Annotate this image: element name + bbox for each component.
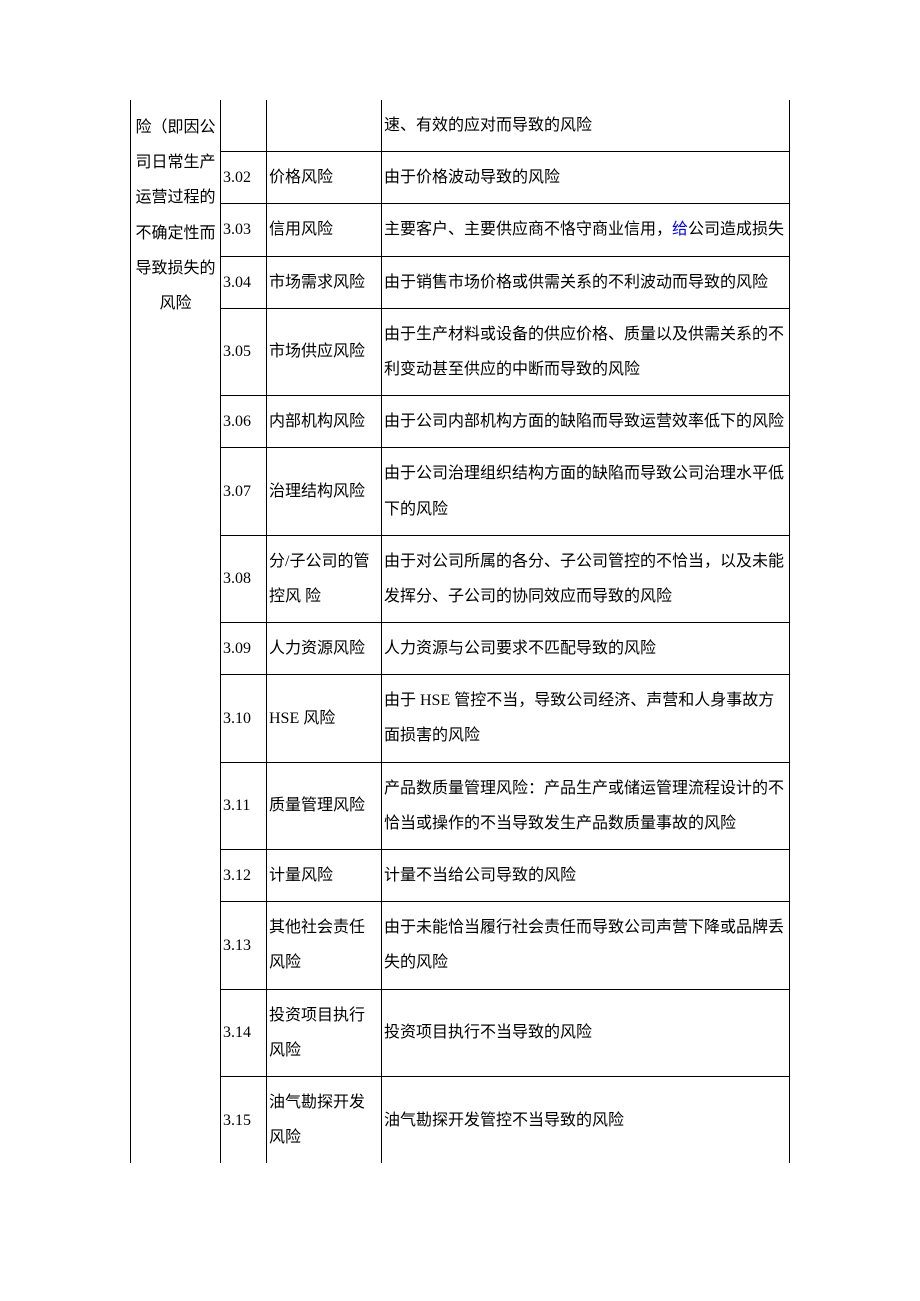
table-row: 险（即因公司日常生产运营过程的不确定性而导致损失的风险 速、有效的应对而导致的风… [131, 100, 790, 152]
desc-suffix: 公司造成损失 [688, 221, 784, 238]
code-cell: 3.06 [221, 396, 267, 448]
table-row: 3.03 信用风险 主要客户、主要供应商不恪守商业信用，给公司造成损失 [131, 204, 790, 256]
desc-cell: 由于未能恰当履行社会责任而导致公司声营下降或品牌丢失的风险 [382, 902, 790, 989]
desc-cell: 投资项目执行不当导致的风险 [382, 989, 790, 1076]
desc-cell: 人力资源与公司要求不匹配导致的风险 [382, 623, 790, 675]
table-row: 3.11 质量管理风险 产品数质量管理风险：产品生产或储运管理流程设计的不恰当或… [131, 762, 790, 849]
name-cell: 市场需求风险 [267, 256, 382, 308]
risk-table: 险（即因公司日常生产运营过程的不确定性而导致损失的风险 速、有效的应对而导致的风… [130, 100, 790, 1163]
desc-cell: 由于 HSE 管控不当，导致公司经济、声营和人身事故方面损害的风险 [382, 675, 790, 762]
name-cell: 其他社会责任风险 [267, 902, 382, 989]
desc-cell: 主要客户、主要供应商不恪守商业信用，给公司造成损失 [382, 204, 790, 256]
name-cell: 内部机构风险 [267, 396, 382, 448]
desc-link: 给 [672, 221, 688, 238]
desc-cell: 油气勘探开发管控不当导致的风险 [382, 1076, 790, 1163]
table-row: 3.02 价格风险 由于价格波动导致的风险 [131, 152, 790, 204]
desc-prefix: 主要客户、主要供应商不恪守商业信用， [384, 221, 672, 238]
desc-cell: 由于销售市场价格或供需关系的不利波动而导致的风险 [382, 256, 790, 308]
code-cell: 3.03 [221, 204, 267, 256]
code-cell: 3.10 [221, 675, 267, 762]
code-cell: 3.13 [221, 902, 267, 989]
code-cell: 3.04 [221, 256, 267, 308]
name-cell: 计量风险 [267, 850, 382, 902]
name-cell: 质量管理风险 [267, 762, 382, 849]
table-row: 3.13 其他社会责任风险 由于未能恰当履行社会责任而导致公司声营下降或品牌丢失… [131, 902, 790, 989]
table-row: 3.10 HSE 风险 由于 HSE 管控不当，导致公司经济、声营和人身事故方面… [131, 675, 790, 762]
desc-cell: 由于公司内部机构方面的缺陷而导致运营效率低下的风险 [382, 396, 790, 448]
table-row: 3.06 内部机构风险 由于公司内部机构方面的缺陷而导致运营效率低下的风险 [131, 396, 790, 448]
code-cell: 3.12 [221, 850, 267, 902]
code-cell: 3.15 [221, 1076, 267, 1163]
code-cell: 3.02 [221, 152, 267, 204]
table-row: 3.09 人力资源风险 人力资源与公司要求不匹配导致的风险 [131, 623, 790, 675]
table-row: 3.04 市场需求风险 由于销售市场价格或供需关系的不利波动而导致的风险 [131, 256, 790, 308]
name-cell: 市场供应风险 [267, 308, 382, 395]
table-row: 3.15 油气勘探开发风险 油气勘探开发管控不当导致的风险 [131, 1076, 790, 1163]
name-cell: 价格风险 [267, 152, 382, 204]
desc-cell: 计量不当给公司导致的风险 [382, 850, 790, 902]
code-cell: 3.07 [221, 448, 267, 535]
desc-cell: 由于对公司所属的各分、子公司管控的不恰当，以及未能发挥分、子公司的协同效应而导致… [382, 535, 790, 622]
desc-cell: 由于生产材料或设备的供应价格、质量以及供需关系的不利变动甚至供应的中断而导致的风… [382, 308, 790, 395]
name-cell: 治理结构风险 [267, 448, 382, 535]
code-cell: 3.14 [221, 989, 267, 1076]
name-cell: 分/子公司的管控风 险 [267, 535, 382, 622]
name-cell: 油气勘探开发风险 [267, 1076, 382, 1163]
table-row: 3.07 治理结构风险 由于公司治理组织结构方面的缺陷而导致公司治理水平低下的风… [131, 448, 790, 535]
name-cell: HSE 风险 [267, 675, 382, 762]
table-row: 3.05 市场供应风险 由于生产材料或设备的供应价格、质量以及供需关系的不利变动… [131, 308, 790, 395]
table-row: 3.08 分/子公司的管控风 险 由于对公司所属的各分、子公司管控的不恰当，以及… [131, 535, 790, 622]
category-cell: 险（即因公司日常生产运营过程的不确定性而导致损失的风险 [131, 100, 221, 1163]
code-cell: 3.05 [221, 308, 267, 395]
table-row: 3.14 投资项目执行风险 投资项目执行不当导致的风险 [131, 989, 790, 1076]
code-cell: 3.11 [221, 762, 267, 849]
desc-cell: 由于公司治理组织结构方面的缺陷而导致公司治理水平低下的风险 [382, 448, 790, 535]
table-row: 3.12 计量风险 计量不当给公司导致的风险 [131, 850, 790, 902]
desc-cell: 速、有效的应对而导致的风险 [382, 100, 790, 152]
code-cell: 3.09 [221, 623, 267, 675]
code-cell [221, 100, 267, 152]
desc-cell: 由于价格波动导致的风险 [382, 152, 790, 204]
name-cell: 信用风险 [267, 204, 382, 256]
desc-cell: 产品数质量管理风险：产品生产或储运管理流程设计的不恰当或操作的不当导致发生产品数… [382, 762, 790, 849]
name-cell [267, 100, 382, 152]
code-cell: 3.08 [221, 535, 267, 622]
name-cell: 投资项目执行风险 [267, 989, 382, 1076]
name-cell: 人力资源风险 [267, 623, 382, 675]
